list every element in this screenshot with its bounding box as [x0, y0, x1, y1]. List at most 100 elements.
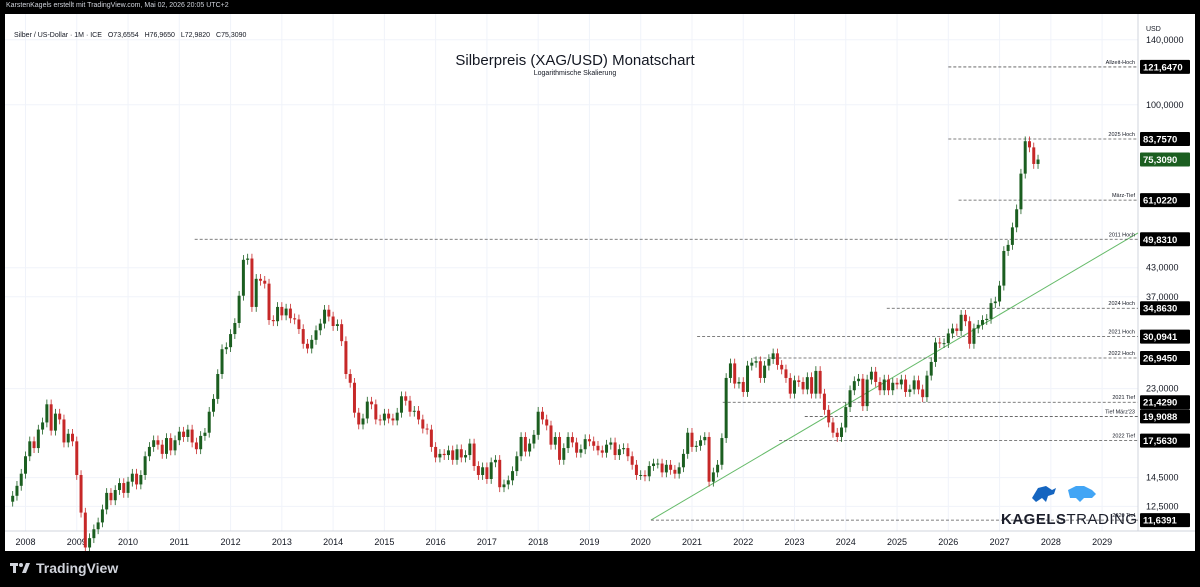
candle-body: [848, 390, 852, 408]
candle-body: [536, 411, 540, 435]
candle-body: [827, 409, 831, 423]
level-price-label: 11,6391: [1143, 516, 1178, 527]
candle-body: [737, 381, 741, 384]
candle-body: [690, 432, 694, 447]
candle-body: [15, 485, 19, 496]
candle-body: [869, 371, 873, 380]
candle-body: [399, 396, 403, 413]
candle-body: [36, 429, 40, 449]
candle-body: [126, 481, 130, 493]
candle-body: [361, 418, 365, 425]
level-name: 2020 Tief: [1112, 513, 1135, 519]
candle-body: [459, 449, 463, 458]
candle-body: [1023, 141, 1027, 174]
y-tick-label: 12,5000: [1146, 501, 1179, 511]
candle-body: [100, 509, 104, 523]
candle-body: [532, 434, 536, 444]
candle-body: [182, 431, 186, 437]
y-tick-label: 14,5000: [1146, 473, 1179, 483]
candle-body: [763, 365, 767, 378]
candle-body: [160, 444, 164, 454]
candle-body: [754, 361, 758, 363]
x-tick-label: 2008: [15, 537, 35, 547]
candle-body: [810, 377, 814, 394]
level-price-badge: [1140, 350, 1190, 365]
candle-body: [976, 324, 980, 329]
candle-body: [1015, 209, 1019, 228]
candle-body: [617, 449, 621, 456]
candle-body: [288, 308, 292, 319]
candle-body: [143, 456, 147, 476]
candle-body: [540, 411, 544, 420]
candle-body: [382, 413, 386, 421]
ohlc-high: H76,9650: [144, 32, 175, 39]
level-price-label: 49,8310: [1143, 235, 1177, 246]
tradingview-logo-icon: [10, 563, 30, 573]
x-tick-label: 2012: [221, 537, 241, 547]
candle-body: [652, 463, 656, 467]
candle-body: [391, 418, 395, 421]
candle-body: [1006, 244, 1010, 251]
x-tick-label: 2019: [579, 537, 599, 547]
x-tick-label: 2018: [528, 537, 548, 547]
candle-body: [895, 382, 899, 385]
currency-label: USD: [1146, 26, 1161, 33]
trend-line: [650, 232, 1139, 521]
candle-body: [190, 429, 194, 443]
candle-body: [318, 323, 322, 331]
level-name: 2011 Hoch: [1109, 232, 1135, 238]
x-tick-label: 2010: [118, 537, 138, 547]
candle-body: [707, 436, 711, 482]
candle-body: [622, 448, 626, 450]
candle-body: [250, 258, 254, 307]
candle-body: [186, 429, 190, 437]
candle-body: [989, 303, 993, 319]
candle-body: [429, 429, 433, 447]
candle-body: [814, 370, 818, 394]
candle-body: [681, 453, 685, 468]
candle-body: [767, 359, 771, 366]
tradingview-footer[interactable]: TradingView: [10, 560, 118, 576]
candle-body: [925, 375, 929, 398]
candle-body: [788, 377, 792, 394]
candle-body: [237, 295, 241, 323]
candle-body: [241, 259, 245, 296]
candle-body: [164, 438, 168, 454]
candle-body: [741, 381, 745, 392]
level-lines: Allzeit-Hoch 121,6470 2025 Hoch 83,7570 März…: [194, 59, 1190, 528]
candle-body: [600, 450, 604, 453]
level-price-badge: [1140, 433, 1190, 448]
candle-body: [904, 379, 908, 392]
x-tick-label: 2022: [733, 537, 753, 547]
chart-panel[interactable]: USD 140,0000 100,0000 43,0000 37,0000 23,0000…: [5, 14, 1195, 551]
candle-body: [955, 328, 959, 331]
candle-body: [254, 278, 258, 307]
candle-body: [374, 404, 378, 420]
candle-body: [724, 377, 728, 439]
candle-body: [852, 381, 856, 391]
candle-body: [750, 362, 754, 366]
candle-body: [246, 258, 250, 260]
candle-body: [135, 473, 139, 485]
candle-body: [45, 404, 49, 423]
candle-body: [694, 445, 698, 447]
candle-body: [378, 419, 382, 421]
candle-body: [882, 379, 886, 391]
candle-body: [899, 379, 903, 385]
level-price-label: 21,4290: [1143, 398, 1177, 409]
candle-body: [938, 342, 942, 344]
x-tick-label: 2026: [938, 537, 958, 547]
level-name: Allzeit-Hoch: [1106, 60, 1135, 66]
current-price-badge: [1140, 152, 1190, 167]
candle-body: [425, 428, 429, 430]
ohlc-low: L72,9820: [180, 32, 211, 39]
candle-body: [105, 492, 109, 510]
candle-body: [553, 436, 557, 445]
price-chart[interactable]: USD 140,0000 100,0000 43,0000 37,0000 23,0000…: [5, 14, 1195, 551]
level-name: 2022 Hoch: [1108, 351, 1135, 357]
chart-subtitle: Logarithmische Skalierung: [533, 70, 617, 77]
candle-body: [716, 464, 720, 473]
candle-body: [412, 410, 416, 412]
level-price-badge: [1140, 193, 1190, 208]
candle-body: [711, 472, 715, 482]
